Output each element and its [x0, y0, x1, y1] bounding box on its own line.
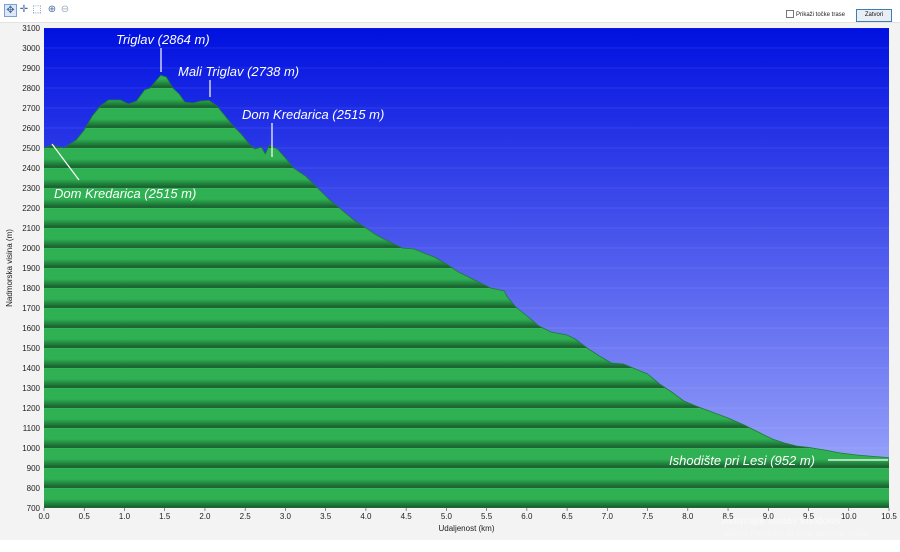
show-points-label: Prikaži točke trase [796, 12, 846, 18]
y-tick-label: 2100 [22, 224, 40, 233]
y-axis-ticks: 700 800 900 1000 1100 1200 1300 1400 1500 1600 170… [22, 24, 40, 513]
x-tick-label: 6.0 [521, 512, 533, 521]
pan-icon[interactable]: ✛ [19, 4, 29, 15]
x-tick-label: 8.0 [682, 512, 694, 521]
y-tick-label: 1200 [22, 404, 40, 413]
y-tick-label: 2800 [22, 84, 40, 93]
y-tick-label: 2300 [22, 184, 40, 193]
watermark-line-1: Aktivirajte sustav Windows [722, 516, 841, 527]
x-tick-label: 7.0 [602, 512, 614, 521]
checkbox-box[interactable] [786, 10, 794, 19]
y-tick-label: 1300 [22, 384, 40, 393]
x-tick-label: 4.0 [360, 512, 372, 521]
terrain-band [44, 468, 889, 488]
x-tick-label: 9.5 [803, 512, 815, 521]
x-tick-label: 0.5 [79, 512, 91, 521]
x-tick-label: 2.5 [240, 512, 252, 521]
annotations: Triglav (2864 m) Mali Triglav (2738 m) Dom… [51, 32, 888, 468]
grid-lines [44, 27, 889, 509]
y-tick-label: 1900 [22, 264, 40, 273]
x-tick-label: 5.0 [441, 512, 453, 521]
x-tick-label: 3.0 [280, 512, 292, 521]
y-tick-label: 1500 [22, 344, 40, 353]
select-icon[interactable]: ✥ [4, 4, 17, 17]
y-tick-label: 900 [27, 464, 41, 473]
y-tick-label: 1100 [23, 424, 41, 433]
windows-activation-watermark: Aktivirajte sustav Windows Idite na Post… [722, 516, 900, 552]
y-tick-label: 700 [27, 504, 41, 513]
annotation-label: Mali Triglav (2738 m) [178, 64, 299, 79]
show-points-checkbox[interactable]: Prikaži točke trase [786, 9, 845, 21]
annotation-label: Dom Kredarica (2515 m) [54, 186, 196, 201]
terrain-band [44, 448, 889, 468]
watermark-line-2: Idite na Postavke da biste aktivirali su… [722, 529, 871, 550]
x-tick-label: 8.5 [722, 512, 734, 521]
annotation-label: Dom Kredarica (2515 m) [242, 107, 384, 122]
close-button[interactable]: Zatvori [856, 9, 892, 22]
x-tick-label: 1.0 [119, 512, 131, 521]
terrain-band [44, 428, 889, 448]
elevation-profile-line [43, 74, 890, 458]
x-tick-label: 10.5 [881, 512, 897, 521]
y-tick-label: 2900 [22, 64, 40, 73]
annotation-pointer [51, 143, 80, 181]
y-axis-label: Nadmorska visina (m) [5, 229, 14, 307]
x-axis-ticks: 0.0 0.5 1.0 1.5 2.0 2.5 3.0 3.5 4.0 4.5 5.0 5.5 6.0 6… [38, 508, 897, 521]
y-tick-label: 3100 [22, 24, 40, 33]
terrain-band [44, 408, 889, 428]
annotation-label: Ishodište pri Lesi (952 m) [669, 453, 815, 468]
x-tick-label: 0.0 [38, 512, 50, 521]
y-tick-label: 1400 [22, 364, 40, 373]
annotation-label: Triglav (2864 m) [116, 32, 210, 47]
terrain-band [44, 488, 889, 508]
y-tick-label: 1600 [22, 324, 40, 333]
y-tick-label: 2500 [22, 144, 40, 153]
elevation-chart[interactable]: Triglav (2864 m) Mali Triglav (2738 m) Dom… [0, 23, 900, 540]
x-tick-label: 9.0 [763, 512, 775, 521]
y-tick-label: 1700 [22, 304, 40, 313]
zoom-out-icon[interactable]: ⊖ [60, 4, 70, 15]
x-tick-label: 5.5 [481, 512, 493, 521]
zoom-in-icon[interactable]: ⊕ [47, 4, 57, 15]
x-tick-label: 10.0 [841, 512, 857, 521]
chart-frame: Triglav (2864 m) Mali Triglav (2738 m) Dom… [0, 23, 900, 550]
x-tick-label: 3.5 [320, 512, 332, 521]
y-tick-label: 2700 [22, 104, 40, 113]
x-tick-label: 2.0 [199, 512, 211, 521]
y-tick-label: 2000 [22, 244, 40, 253]
y-tick-label: 2600 [22, 124, 40, 133]
y-tick-label: 2200 [22, 204, 40, 213]
x-tick-label: 4.5 [401, 512, 413, 521]
x-axis-label: Udaljenost (km) [438, 524, 494, 533]
x-tick-label: 6.5 [562, 512, 574, 521]
y-tick-label: 1800 [22, 284, 40, 293]
y-tick-label: 1000 [22, 444, 40, 453]
zoom-box-icon[interactable]: ⬚ [32, 4, 42, 15]
toolbar: ✥ ✛ ⬚ ⊕ ⊖ Prikaži točke trase Zatvori [0, 0, 900, 23]
x-tick-label: 7.5 [642, 512, 654, 521]
y-tick-label: 3000 [22, 44, 40, 53]
x-tick-label: 1.5 [159, 512, 171, 521]
y-tick-label: 2400 [22, 164, 40, 173]
y-tick-label: 800 [27, 484, 41, 493]
